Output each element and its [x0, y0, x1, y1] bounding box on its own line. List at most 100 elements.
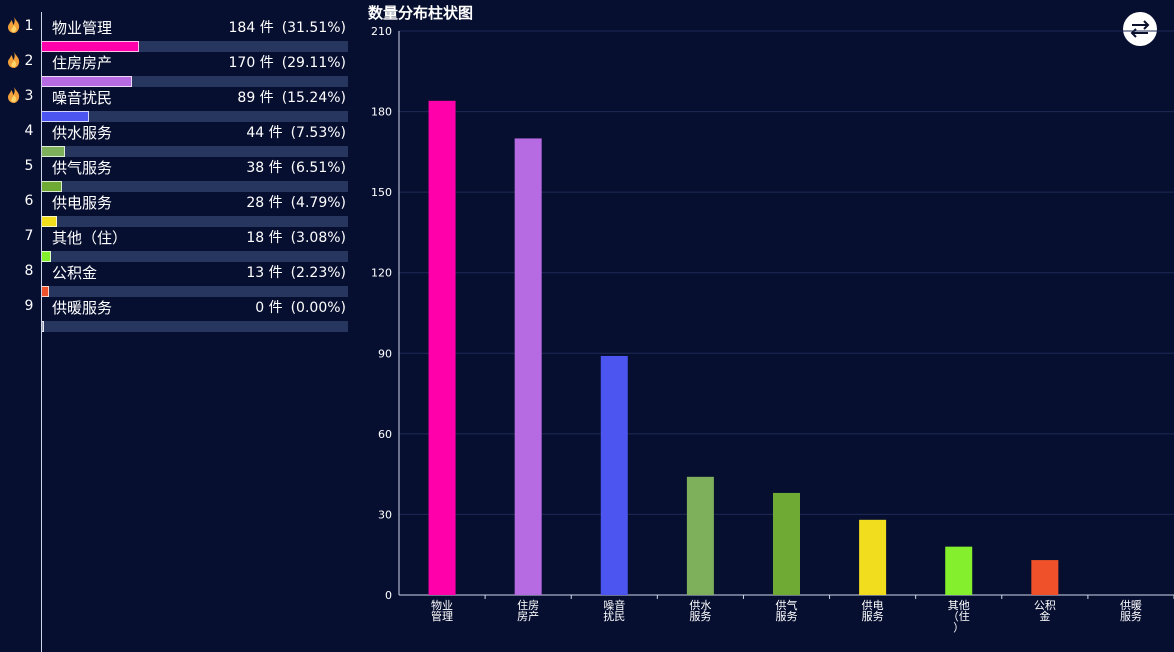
- ranking-item-stat: 28 件 (4.79%): [246, 192, 346, 212]
- ranking-bar-fill: [42, 321, 44, 332]
- ranking-item-name: 物业管理: [52, 19, 113, 37]
- ranking-item-name: 供水服务: [52, 124, 113, 142]
- ranking-row: 9 供暖服务 0 件 (0.00%): [0, 294, 360, 332]
- ranking-item-percent: (31.51%): [281, 20, 346, 36]
- y-tick-label: 180: [371, 106, 392, 119]
- ranking-bar-track: [42, 146, 348, 157]
- ranking-row: 8 公积金 13 件 (2.23%): [0, 259, 360, 297]
- ranking-item-count: 0 件: [255, 300, 283, 316]
- ranking-item-percent: (29.11%): [281, 55, 346, 71]
- ranking-axis-line: [41, 12, 42, 652]
- rank-number: 5: [24, 158, 34, 174]
- switch-view-button[interactable]: [1123, 12, 1157, 46]
- ranking-bar-fill: [42, 111, 89, 122]
- ranking-item-name: 公积金: [52, 264, 98, 282]
- ranking-row: 1 物业管理 184 件 (31.51%): [0, 14, 360, 52]
- chart-title: 数量分布柱状图: [368, 4, 474, 22]
- rank-number: 1: [24, 18, 34, 34]
- ranking-row: 6 供电服务 28 件 (4.79%): [0, 189, 360, 227]
- ranking-item-count: 28 件: [246, 195, 283, 211]
- ranking-item-name: 住房房产: [52, 54, 113, 72]
- ranking-item-stat: 170 件 (29.11%): [229, 52, 346, 72]
- rank-number: 2: [24, 53, 34, 69]
- ranking-item-stat: 89 件 (15.24%): [237, 87, 346, 107]
- rank-number: 4: [24, 123, 34, 139]
- ranking-item-count: 89 件: [237, 90, 274, 106]
- ranking-item-name: 供电服务: [52, 194, 113, 212]
- ranking-row: 3 噪音扰民 89 件 (15.24%): [0, 84, 360, 122]
- bar: [428, 100, 456, 595]
- ranking-row: 2 住房房产 170 件 (29.11%): [0, 49, 360, 87]
- ranking-bar-fill: [42, 76, 132, 87]
- x-tick-label: 其他（住）: [948, 599, 970, 634]
- ranking-bar-track: [42, 76, 348, 87]
- y-tick-label: 120: [371, 267, 392, 280]
- ranking-bar-track: [42, 111, 348, 122]
- ranking-item-percent: (4.79%): [290, 195, 346, 211]
- rank-number: 9: [24, 298, 34, 314]
- ranking-item-percent: (7.53%): [290, 125, 346, 141]
- y-tick-label: 30: [378, 508, 392, 521]
- ranking-bar-fill: [42, 181, 62, 192]
- ranking-bar-fill: [42, 41, 139, 52]
- ranking-bar-fill: [42, 286, 49, 297]
- rank-number: 6: [24, 193, 34, 209]
- ranking-row: 7 其他（住） 18 件 (3.08%): [0, 224, 360, 262]
- fire-icon: [8, 52, 20, 68]
- bar: [859, 519, 887, 595]
- x-tick-label: 住房房产: [517, 598, 539, 623]
- x-tick-label: 公积金: [1034, 599, 1056, 623]
- bar: [945, 546, 973, 595]
- ranking-bar-track: [42, 216, 348, 227]
- rank-number: 8: [24, 263, 34, 279]
- bar: [514, 138, 542, 595]
- y-tick-label: 90: [378, 347, 392, 360]
- ranking-item-percent: (2.23%): [290, 265, 346, 281]
- ranking-item-name: 供气服务: [52, 159, 113, 177]
- ranking-item-percent: (3.08%): [290, 230, 346, 246]
- bar: [1031, 560, 1059, 595]
- ranking-item-stat: 18 件 (3.08%): [246, 227, 346, 247]
- ranking-item-percent: (0.00%): [290, 300, 346, 316]
- bar: [686, 476, 714, 595]
- x-tick-label: 供气服务: [776, 598, 798, 623]
- ranking-bar-track: [42, 41, 348, 52]
- ranking-bar-track: [42, 286, 348, 297]
- ranking-item-count: 18 件: [246, 230, 283, 246]
- ranking-item-name: 供暖服务: [52, 299, 113, 317]
- ranking-panel: 1 物业管理 184 件 (31.51%) 2 住房房产 170 件 (29.11%) 3 噪音扰…: [0, 0, 360, 652]
- ranking-item-count: 170 件: [228, 55, 274, 71]
- ranking-bar-track: [42, 251, 348, 262]
- ranking-row: 5 供气服务 38 件 (6.51%): [0, 154, 360, 192]
- rank-number: 3: [24, 88, 34, 104]
- x-tick-label: 物业管理: [431, 598, 453, 623]
- ranking-bar-fill: [42, 216, 57, 227]
- fire-icon: [8, 87, 20, 103]
- x-tick-label: 供水服务: [689, 598, 711, 623]
- y-tick-label: 0: [385, 589, 392, 602]
- ranking-bar-fill: [42, 146, 65, 157]
- ranking-item-name: 其他（住）: [52, 229, 128, 247]
- ranking-bar-track: [42, 321, 348, 332]
- ranking-item-count: 44 件: [246, 125, 283, 141]
- swap-arrows-icon: [1130, 20, 1150, 38]
- ranking-item-stat: 44 件 (7.53%): [246, 122, 346, 142]
- ranking-item-stat: 0 件 (0.00%): [255, 297, 346, 317]
- ranking-item-count: 13 件: [246, 265, 283, 281]
- y-tick-label: 150: [371, 186, 392, 199]
- ranking-bar-track: [42, 181, 348, 192]
- ranking-row: 4 供水服务 44 件 (7.53%): [0, 119, 360, 157]
- ranking-item-stat: 13 件 (2.23%): [246, 262, 346, 282]
- y-tick-label: 60: [378, 428, 392, 441]
- ranking-item-stat: 38 件 (6.51%): [246, 157, 346, 177]
- x-tick-label: 供暖服务: [1120, 598, 1142, 623]
- ranking-item-name: 噪音扰民: [52, 89, 113, 107]
- bar: [600, 355, 628, 595]
- rank-number: 7: [24, 228, 34, 244]
- ranking-item-percent: (15.24%): [281, 90, 346, 106]
- ranking-item-percent: (6.51%): [290, 160, 346, 176]
- x-tick-label: 噪音扰民: [603, 598, 625, 623]
- fire-icon: [8, 17, 20, 33]
- ranking-item-stat: 184 件 (31.51%): [229, 17, 346, 37]
